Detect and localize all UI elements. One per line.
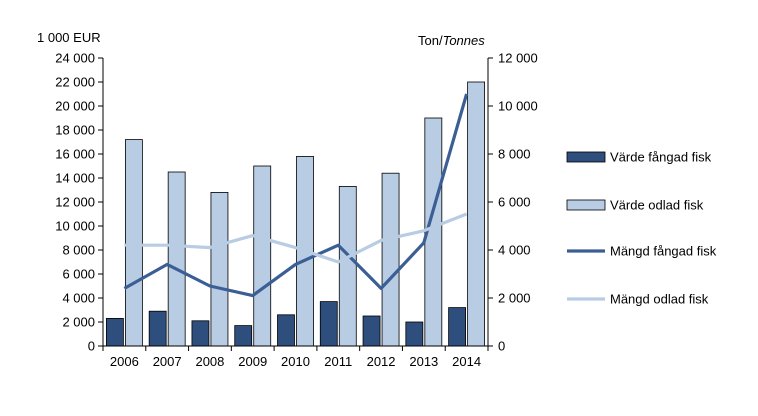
bar-farmed-value-2007	[167, 171, 186, 347]
left-tick-label: 0	[88, 339, 95, 354]
bar-caught-value-2009	[234, 325, 253, 347]
bar-farmed-value-2012	[381, 172, 400, 347]
legend-swatch	[566, 151, 606, 163]
tick-labels: 0 2 000 4 000 6 000 8 000 10 000 12 000 14 000 1…	[55, 51, 538, 370]
x-tick-label-2013: 2013	[409, 354, 438, 369]
bar-caught-value-2012	[362, 315, 381, 347]
right-tick-label: 8 000	[498, 147, 531, 162]
x-tick-label-2008: 2008	[195, 354, 224, 369]
right-tick-label: 4 000	[498, 243, 531, 258]
x-tick-label-2010: 2010	[281, 354, 310, 369]
right-tick-label: 6 000	[498, 195, 531, 210]
left-tick-label: 14 000	[55, 171, 95, 186]
bar-caught-value-2006	[105, 317, 124, 347]
bar-layer	[105, 81, 486, 347]
left-tick-label: 8 000	[62, 243, 95, 258]
right-axis-unit-plain: Ton/	[418, 33, 443, 48]
left-axis-unit-label: 1 000 EUR	[37, 30, 101, 45]
legend-item-farmed-quantity: Mängd odlad fisk	[567, 292, 709, 307]
legend-label: Värde fångad fisk	[610, 150, 712, 165]
left-tick-label: 20 000	[55, 99, 95, 114]
x-tick-label-2007: 2007	[153, 354, 182, 369]
left-tick-label: 2 000	[62, 315, 95, 330]
bar-caught-value-2011	[319, 301, 338, 347]
left-tick-label: 24 000	[55, 51, 95, 66]
left-tick-label: 22 000	[55, 75, 95, 90]
bar-farmed-value-2006	[124, 139, 143, 347]
left-tick-label: 18 000	[55, 123, 95, 138]
right-tick-label: 0	[498, 339, 505, 354]
right-tick-label: 12 000	[498, 51, 538, 66]
bar-farmed-value-2011	[338, 185, 357, 347]
left-tick-label: 12 000	[55, 195, 95, 210]
bar-caught-value-2013	[405, 321, 424, 347]
left-tick-label: 6 000	[62, 267, 95, 282]
right-axis-unit-italic: Tonnes	[443, 33, 486, 48]
bar-caught-value-2008	[191, 320, 210, 347]
bar-farmed-value-2009	[253, 165, 272, 347]
bar-caught-value-2010	[277, 314, 295, 347]
right-axis-unit-label: Ton/Tonnes	[418, 33, 485, 48]
axes	[98, 57, 493, 351]
line-caught-quantity	[123, 93, 469, 298]
legend-label: Värde odlad fisk	[610, 198, 704, 213]
x-tick-label-2012: 2012	[367, 354, 396, 369]
legend-item-farmed-value: Värde odlad fisk	[566, 198, 704, 213]
x-tick-label-2006: 2006	[110, 354, 139, 369]
bar-farmed-value-2008	[210, 191, 229, 347]
legend-label: Mängd odlad fisk	[610, 292, 709, 307]
legend-item-caught-quantity: Mängd fångad fisk	[567, 244, 717, 259]
legend: Värde fångad fisk Värde odlad fisk Mängd f…	[566, 150, 717, 307]
left-tick-label: 4 000	[62, 291, 95, 306]
line-layer	[123, 93, 469, 298]
legend-swatch	[566, 199, 606, 211]
legend-item-caught-value: Värde fångad fisk	[566, 150, 712, 165]
bar-caught-value-2007	[148, 310, 167, 347]
right-tick-label: 2 000	[498, 291, 531, 306]
left-tick-label: 16 000	[55, 147, 95, 162]
x-tick-label-2009: 2009	[238, 354, 267, 369]
line-farmed-quantity	[124, 212, 468, 264]
bar-farmed-value-2014	[467, 81, 486, 347]
x-tick-label-2011: 2011	[324, 354, 352, 369]
left-tick-label: 10 000	[55, 219, 95, 234]
right-tick-label: 10 000	[498, 99, 538, 114]
x-tick-label-2014: 2014	[452, 354, 481, 369]
bar-caught-value-2014	[448, 307, 467, 347]
legend-label: Mängd fångad fisk	[610, 244, 717, 259]
